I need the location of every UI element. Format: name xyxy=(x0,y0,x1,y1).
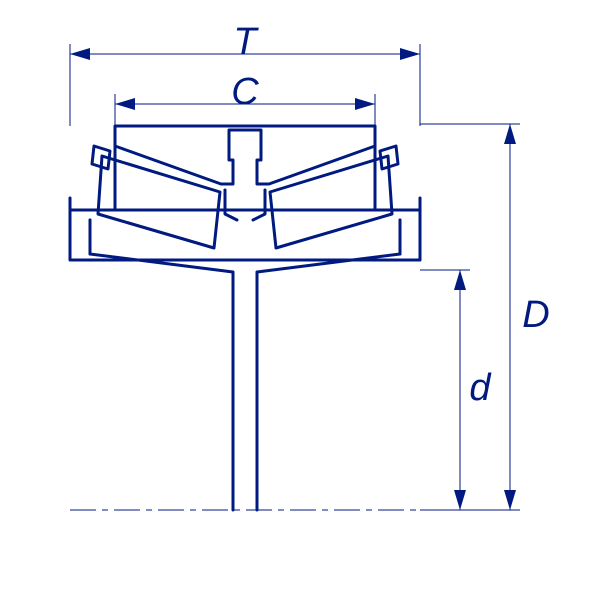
dim-label-T: T xyxy=(233,21,259,63)
bearing-geometry xyxy=(70,126,450,510)
dim-label-d: d xyxy=(469,367,492,409)
dim-label-C: C xyxy=(231,71,259,113)
bearing-cross-section-diagram: TCDd xyxy=(20,30,570,580)
dim-label-D: D xyxy=(522,294,549,336)
